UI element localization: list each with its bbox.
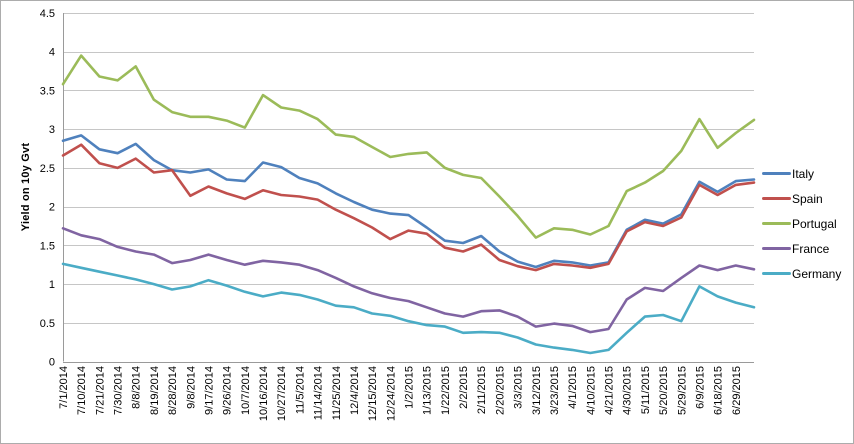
legend-label: Germany xyxy=(792,266,842,281)
x-tick-label: 9/8/2014 xyxy=(185,366,197,409)
x-tick-label: 11/14/2014 xyxy=(313,366,325,420)
legend-label: Spain xyxy=(792,191,823,206)
y-tick-label: 4.5 xyxy=(40,8,55,20)
x-tick-label: 3/12/2015 xyxy=(531,366,543,415)
series-line-france[interactable] xyxy=(61,227,756,334)
x-tick-label: 9/17/2014 xyxy=(203,366,215,415)
x-tick-label: 1/22/2015 xyxy=(440,366,452,415)
x-tick-label: 4/30/2015 xyxy=(622,366,634,415)
x-tick-label: 1/2/2015 xyxy=(404,366,416,409)
y-tick-label: 0 xyxy=(49,357,55,369)
x-tick-label: 8/19/2014 xyxy=(149,366,161,415)
x-tick-label: 2/2/2015 xyxy=(458,366,470,409)
legend-swatch-germany xyxy=(762,272,791,275)
x-tick-label: 12/15/2014 xyxy=(367,366,379,421)
series-line-germany[interactable] xyxy=(61,262,756,355)
x-tick-label: 11/25/2014 xyxy=(331,366,343,420)
x-tick-label: 10/16/2014 xyxy=(258,366,270,421)
x-tick-label: 8/8/2014 xyxy=(131,366,143,409)
x-tick-label: 8/28/2014 xyxy=(167,366,179,415)
x-tick-label: 12/4/2014 xyxy=(349,366,361,415)
y-tick-label: 4 xyxy=(49,47,55,59)
x-tick-label: 5/29/2015 xyxy=(676,366,688,415)
y-tick-label: 2.5 xyxy=(40,163,55,175)
legend-item-germany[interactable]: Germany xyxy=(762,261,841,286)
x-tick-label: 11/5/2014 xyxy=(294,366,306,414)
legend-label: Portugal xyxy=(792,216,837,231)
y-tick-label: 0.5 xyxy=(40,318,55,330)
x-tick-label: 2/20/2015 xyxy=(494,366,506,415)
x-tick-label: 6/9/2015 xyxy=(694,366,706,409)
y-tick-label: 2 xyxy=(49,202,55,214)
legend-label: Italy xyxy=(792,166,815,181)
x-tick-label: 7/21/2014 xyxy=(94,366,106,415)
legend-swatch-portugal xyxy=(762,222,791,225)
legend-item-italy[interactable]: Italy xyxy=(762,161,841,186)
x-tick-label: 7/10/2014 xyxy=(76,366,88,415)
x-tick-label: 2/11/2015 xyxy=(476,366,488,414)
legend-item-spain[interactable]: Spain xyxy=(762,186,841,211)
x-tick-label: 12/24/2014 xyxy=(385,366,397,421)
y-tick-label: 1 xyxy=(49,279,55,291)
x-tick-label: 6/29/2015 xyxy=(731,366,743,415)
legend-swatch-italy xyxy=(762,172,791,175)
legend-item-portugal[interactable]: Portugal xyxy=(762,211,841,236)
legend: Italy Spain Portugal France Germany xyxy=(762,161,841,286)
y-tick-label: 3 xyxy=(49,124,55,136)
x-tick-label: 4/10/2015 xyxy=(585,366,597,415)
x-tick-label: 6/18/2015 xyxy=(713,366,725,415)
x-tick-label: 4/1/2015 xyxy=(567,366,579,409)
x-tick-label: 7/1/2014 xyxy=(58,366,70,409)
y-tick-label: 3.5 xyxy=(40,85,55,97)
x-tick-label: 4/21/2015 xyxy=(604,366,616,415)
x-tick-label: 5/11/2015 xyxy=(640,366,652,414)
x-tick-label: 9/26/2014 xyxy=(222,366,234,415)
x-tick-label: 1/13/2015 xyxy=(422,366,434,415)
legend-item-france[interactable]: France xyxy=(762,236,841,261)
series-line-italy[interactable] xyxy=(61,134,756,269)
legend-swatch-spain xyxy=(762,197,791,200)
x-tick-label: 10/27/2014 xyxy=(276,366,288,421)
x-tick-label: 10/7/2014 xyxy=(240,366,252,415)
y-tick-label: 1.5 xyxy=(40,240,55,252)
legend-label: France xyxy=(792,241,830,256)
series-line-spain[interactable] xyxy=(61,143,756,272)
x-tick-label: 3/23/2015 xyxy=(549,366,561,415)
x-tick-label: 3/3/2015 xyxy=(513,366,525,409)
legend-swatch-france xyxy=(762,247,791,250)
x-tick-label: 5/20/2015 xyxy=(658,366,670,415)
x-tick-label: 7/30/2014 xyxy=(113,366,125,415)
series-line-portugal[interactable] xyxy=(61,54,756,239)
